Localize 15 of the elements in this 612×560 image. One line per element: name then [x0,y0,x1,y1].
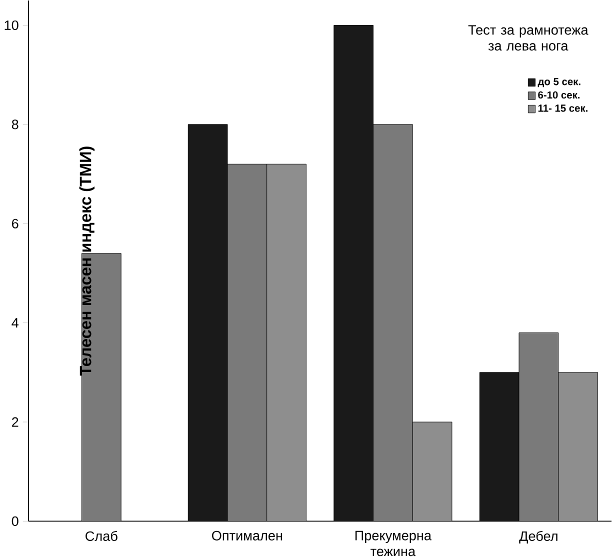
legend-label: до 5 сек. [538,78,580,88]
x-tick-label: Оптимален [212,530,282,540]
legend-label: 6-10 сек. [538,91,580,99]
y-axis-title: Телесен масен индекс (ТМИ) [79,146,95,376]
y-tick-label: 10 [4,20,18,30]
y-tick-label: 8 [12,120,18,130]
legend-title: Тест за рамнотежа за лева нога [468,25,588,51]
y-tick-label: 0 [12,516,18,526]
x-tick-label: Слаб [86,530,118,541]
y-tick-label: 6 [12,218,18,228]
x-tick-label: Прекумерна тежина [355,530,432,556]
y-tick-label: 4 [12,318,18,328]
x-tick-label: Дебел [519,530,558,544]
y-tick-label: 2 [12,417,18,427]
legend-label: 11- 15 сек. [538,104,588,112]
